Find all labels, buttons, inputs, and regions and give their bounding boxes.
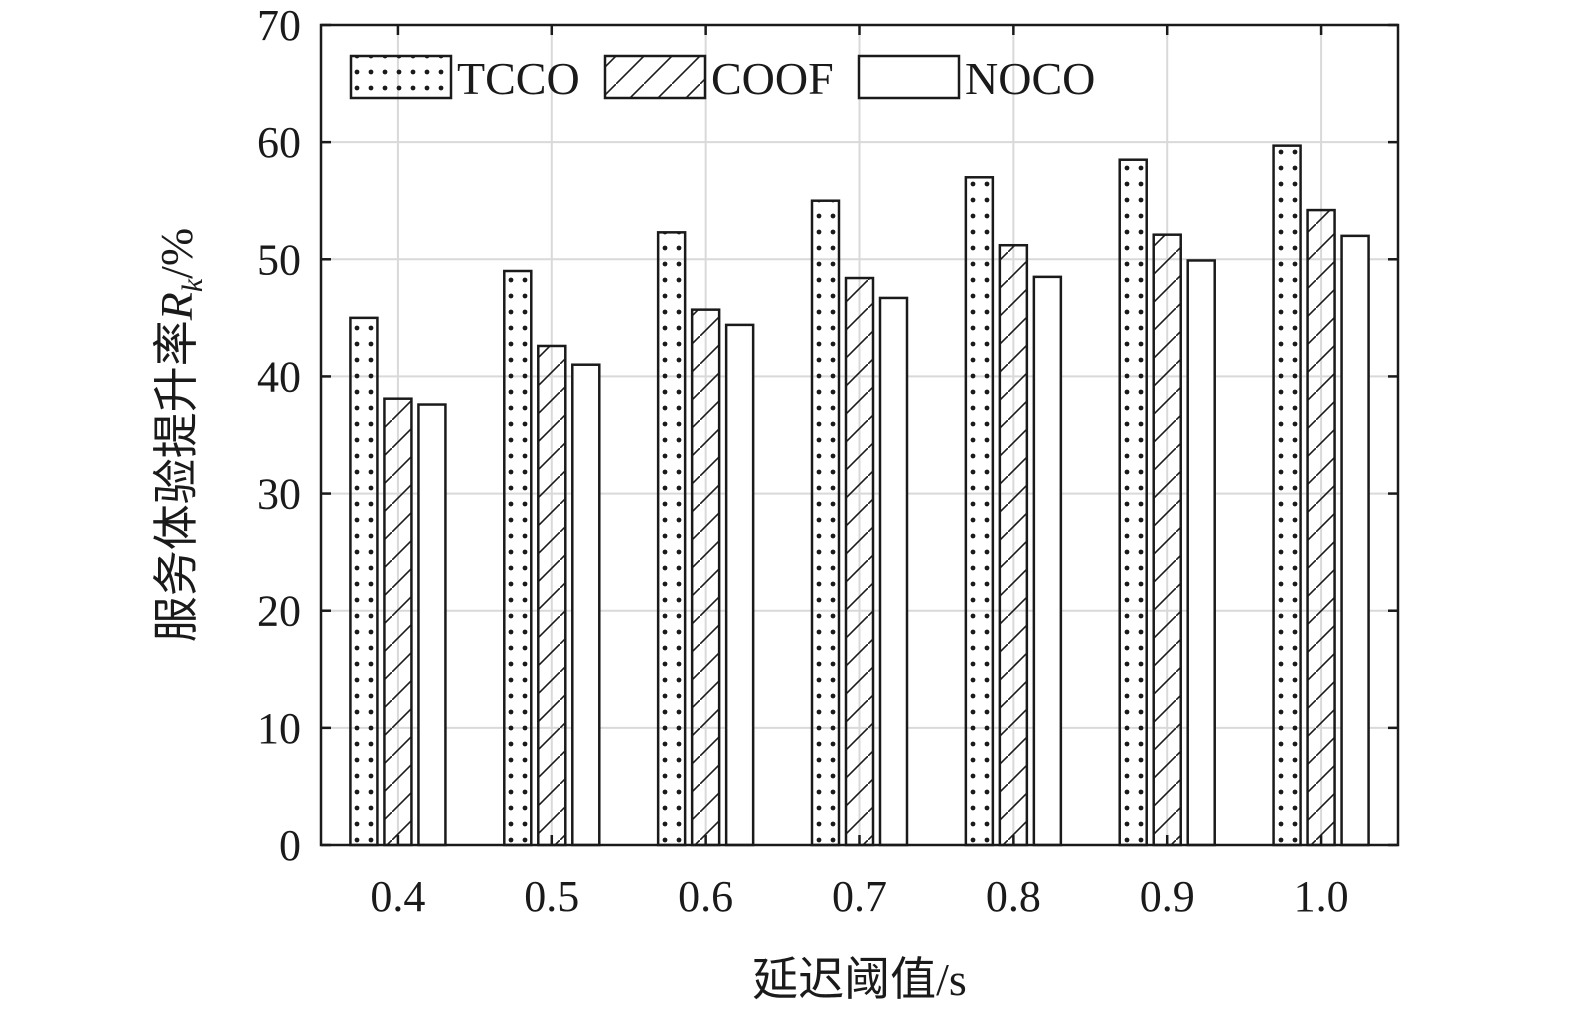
x-tick-label: 0.4: [370, 872, 425, 921]
y-tick-label: 70: [257, 1, 301, 50]
legend: TCCO COOF NOCO: [349, 53, 1095, 104]
axis-ticks: 0 10 20 30 40 50 60 70 0.4 0.5 0.6 0.7 0.8 0.9 1.0: [257, 1, 1398, 921]
bar-noco: [724, 323, 755, 847]
bar-tcco: [349, 316, 379, 847]
legend-swatch: [603, 54, 707, 100]
x-tick-label: 0.9: [1140, 872, 1195, 921]
bar-tcco: [503, 269, 533, 847]
bar-tcco: [810, 199, 841, 847]
y-tick-label: 10: [257, 704, 301, 753]
bar-noco: [878, 296, 909, 847]
bar-coof: [690, 308, 721, 847]
x-axis-title: 延迟阈值/s: [752, 954, 967, 1005]
bar-noco: [1340, 234, 1370, 847]
y-tick-label: 40: [257, 352, 301, 401]
bar-tcco: [1272, 144, 1302, 847]
x-tick-label: 0.8: [986, 872, 1041, 921]
bar-coof: [383, 397, 413, 847]
legend-label: TCCO: [457, 53, 580, 104]
legend-item-coof: COOF: [603, 53, 834, 104]
y-tick-label: 0: [279, 821, 301, 870]
legend-label: NOCO: [965, 53, 1095, 104]
x-tick-label: 1.0: [1294, 872, 1349, 921]
legend-swatch: [349, 54, 453, 100]
x-tick-label: 0.7: [832, 872, 887, 921]
y-tick-label: 50: [257, 235, 301, 284]
y-tick-label: 30: [257, 470, 301, 519]
bars: [349, 144, 1370, 847]
bar-tcco: [1118, 158, 1148, 847]
bar-coof: [1306, 208, 1336, 847]
bar-noco: [1032, 275, 1063, 847]
bar-coof: [844, 276, 875, 847]
bar-tcco: [964, 176, 995, 847]
y-axis-title: 服务体验提升率Rk/%: [151, 228, 209, 643]
x-tick-label: 0.5: [524, 872, 579, 921]
bar-coof: [998, 243, 1029, 847]
legend-item-tcco: TCCO: [349, 53, 580, 104]
bar-coof: [1152, 233, 1182, 847]
bar-noco: [1186, 259, 1216, 847]
bar-tcco: [656, 231, 687, 847]
x-tick-label: 0.6: [678, 872, 733, 921]
y-tick-label: 60: [257, 118, 301, 167]
bar-noco: [417, 403, 447, 847]
bar-noco: [571, 363, 601, 847]
y-tick-label: 20: [257, 587, 301, 636]
legend-label: COOF: [711, 53, 834, 104]
legend-swatch: [857, 54, 961, 100]
legend-item-noco: NOCO: [857, 53, 1095, 104]
bar-coof: [537, 344, 567, 847]
